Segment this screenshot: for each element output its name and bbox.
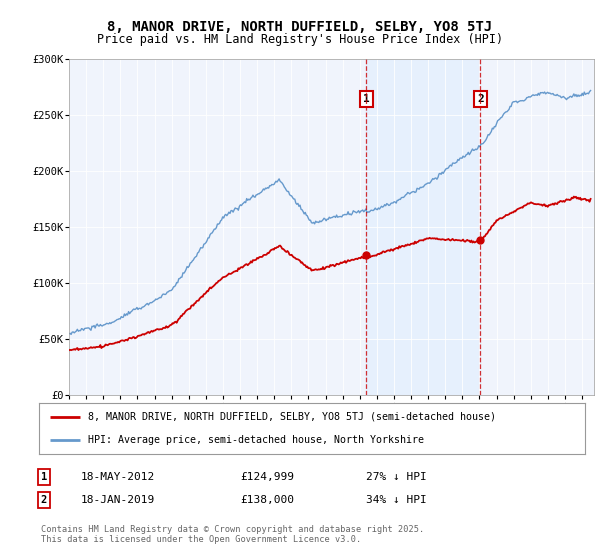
Text: Price paid vs. HM Land Registry's House Price Index (HPI): Price paid vs. HM Land Registry's House …	[97, 32, 503, 46]
Text: 8, MANOR DRIVE, NORTH DUFFIELD, SELBY, YO8 5TJ: 8, MANOR DRIVE, NORTH DUFFIELD, SELBY, Y…	[107, 20, 493, 34]
Text: 8, MANOR DRIVE, NORTH DUFFIELD, SELBY, YO8 5TJ (semi-detached house): 8, MANOR DRIVE, NORTH DUFFIELD, SELBY, Y…	[88, 412, 496, 422]
Text: 1: 1	[363, 94, 370, 104]
Text: 2: 2	[41, 495, 47, 505]
Text: £138,000: £138,000	[240, 495, 294, 505]
Text: 27% ↓ HPI: 27% ↓ HPI	[366, 472, 427, 482]
Text: 34% ↓ HPI: 34% ↓ HPI	[366, 495, 427, 505]
Text: Contains HM Land Registry data © Crown copyright and database right 2025.
This d: Contains HM Land Registry data © Crown c…	[41, 525, 424, 544]
Text: £124,999: £124,999	[240, 472, 294, 482]
Text: 18-MAY-2012: 18-MAY-2012	[81, 472, 155, 482]
Text: 18-JAN-2019: 18-JAN-2019	[81, 495, 155, 505]
Text: 2: 2	[477, 94, 484, 104]
Text: 1: 1	[41, 472, 47, 482]
Bar	[366, 59, 480, 395]
Text: HPI: Average price, semi-detached house, North Yorkshire: HPI: Average price, semi-detached house,…	[88, 435, 424, 445]
